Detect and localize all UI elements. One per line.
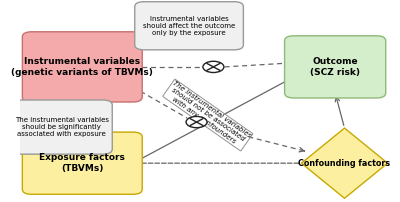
Polygon shape [302, 128, 388, 198]
FancyBboxPatch shape [11, 100, 112, 154]
FancyBboxPatch shape [22, 32, 142, 102]
Text: Exposure factors
(TBVMs): Exposure factors (TBVMs) [39, 154, 125, 173]
Circle shape [186, 116, 207, 128]
Text: Outcome
(SCZ risk): Outcome (SCZ risk) [310, 57, 360, 77]
Text: The instrumental variables
should not be associated
with any confounders: The instrumental variables should not be… [164, 80, 252, 150]
FancyBboxPatch shape [135, 2, 243, 50]
FancyBboxPatch shape [284, 36, 386, 98]
FancyBboxPatch shape [22, 132, 142, 194]
Text: Instrumental variables
should affect the outcome
only by the exposure: Instrumental variables should affect the… [143, 16, 235, 36]
Text: Confounding factors: Confounding factors [298, 159, 390, 168]
Text: Instrumental variables
(genetic variants of TBVMs): Instrumental variables (genetic variants… [11, 57, 153, 77]
Circle shape [203, 61, 224, 73]
Text: The instrumental variables
should be significantly
associated with exposure: The instrumental variables should be sig… [15, 117, 109, 137]
